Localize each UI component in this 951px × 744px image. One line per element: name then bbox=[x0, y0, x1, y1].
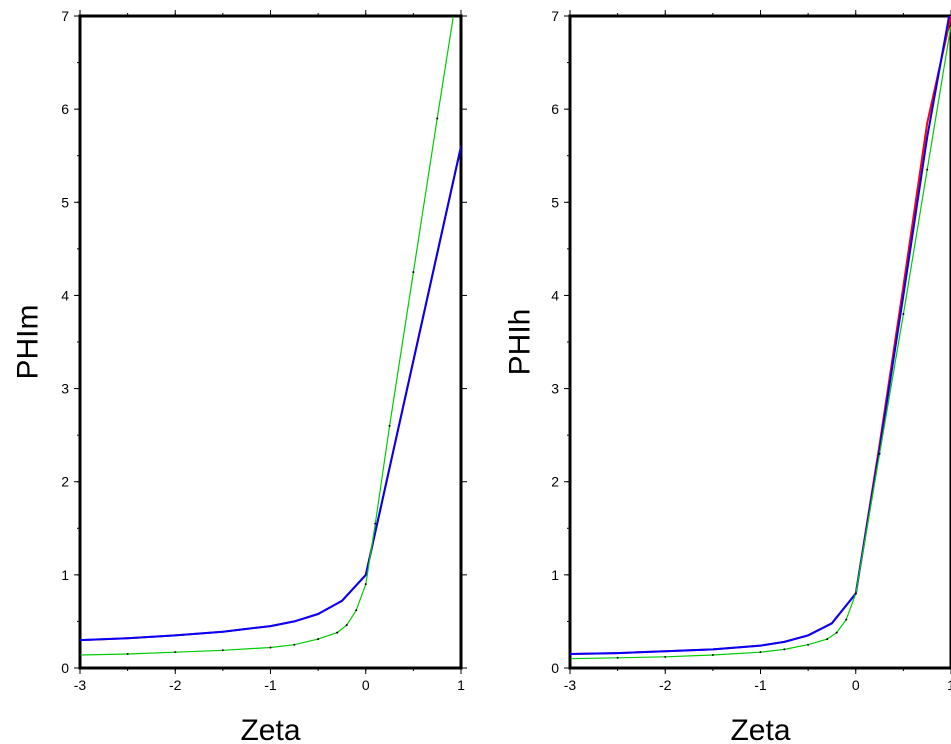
y-tick-label: 7 bbox=[551, 8, 559, 24]
series-point bbox=[845, 618, 848, 621]
y-axis-title: PHIh bbox=[504, 309, 537, 376]
series-line-0 bbox=[570, 16, 951, 655]
plot-frame bbox=[78, 14, 463, 670]
y-tick-label: 1 bbox=[551, 567, 559, 583]
series-point bbox=[616, 656, 619, 659]
series-point bbox=[355, 609, 358, 612]
series-line-1 bbox=[80, 146, 461, 642]
y-tick-label: 2 bbox=[61, 474, 69, 490]
series-point bbox=[412, 271, 415, 274]
x-axis-title: Zeta bbox=[240, 714, 300, 744]
series-point bbox=[783, 648, 786, 651]
y-tick-label: 3 bbox=[61, 381, 69, 397]
y-tick-label: 7 bbox=[61, 8, 69, 24]
series-point bbox=[807, 643, 810, 646]
y-tick-label: 6 bbox=[551, 101, 559, 117]
x-tick-label: -1 bbox=[264, 677, 277, 693]
x-tick-label: -1 bbox=[754, 677, 767, 693]
series-point bbox=[878, 452, 881, 455]
series-line-2 bbox=[570, 25, 951, 660]
series-point bbox=[835, 631, 838, 634]
y-tick-label: 5 bbox=[551, 194, 559, 210]
series-point bbox=[80, 653, 81, 656]
series-point bbox=[293, 643, 296, 646]
x-axis-title: Zeta bbox=[730, 714, 790, 744]
series-line-0 bbox=[80, 146, 461, 642]
series-point bbox=[826, 638, 829, 641]
y-axis-title: PHIm bbox=[12, 305, 45, 380]
x-tick-label: 1 bbox=[457, 677, 465, 693]
series-point bbox=[126, 653, 129, 656]
series-point bbox=[436, 117, 439, 120]
series-point bbox=[221, 649, 224, 652]
series-group bbox=[570, 16, 951, 660]
y-tick-label: 1 bbox=[61, 567, 69, 583]
plot-frame bbox=[568, 14, 951, 670]
series-point bbox=[926, 168, 929, 171]
y-tick-label: 0 bbox=[61, 660, 69, 676]
y-tick-label: 6 bbox=[61, 101, 69, 117]
series-point bbox=[269, 646, 272, 649]
series-point bbox=[345, 624, 348, 627]
x-tick-label: 1 bbox=[947, 677, 951, 693]
series-point bbox=[317, 638, 320, 641]
x-tick-label: -2 bbox=[169, 677, 182, 693]
x-tick-label: -3 bbox=[564, 677, 577, 693]
series-point bbox=[711, 653, 714, 656]
series-point bbox=[854, 592, 857, 595]
series-point bbox=[364, 583, 367, 586]
series-point bbox=[570, 657, 571, 660]
series-point bbox=[759, 651, 762, 654]
x-tick-label: 0 bbox=[852, 677, 860, 693]
series-line-2 bbox=[80, 16, 454, 656]
y-tick-label: 3 bbox=[551, 381, 559, 397]
series-point bbox=[664, 655, 667, 658]
series-point bbox=[902, 313, 905, 316]
x-tick-label: -3 bbox=[74, 677, 87, 693]
x-tick-label: 0 bbox=[362, 677, 370, 693]
y-tick-label: 4 bbox=[61, 287, 69, 303]
series-point bbox=[174, 651, 177, 654]
phim-panel: -3 -2 -1 0 1 0 1 2 3 4 5 6 7 Zeta PHIm bbox=[12, 8, 467, 744]
series-point bbox=[374, 522, 377, 525]
x-tick-label: -2 bbox=[659, 677, 672, 693]
y-tick-label: 4 bbox=[551, 287, 559, 303]
series-group bbox=[80, 16, 461, 656]
series-line-1 bbox=[570, 16, 951, 655]
y-tick-label: 0 bbox=[551, 660, 559, 676]
y-tick-label: 5 bbox=[61, 194, 69, 210]
series-point bbox=[336, 631, 339, 634]
series-point bbox=[452, 16, 455, 17]
y-tick-label: 2 bbox=[551, 474, 559, 490]
series-point bbox=[388, 424, 391, 427]
phih-panel: -3 -2 -1 0 1 0 1 2 3 4 5 6 7 Zeta PHIh bbox=[504, 8, 951, 744]
